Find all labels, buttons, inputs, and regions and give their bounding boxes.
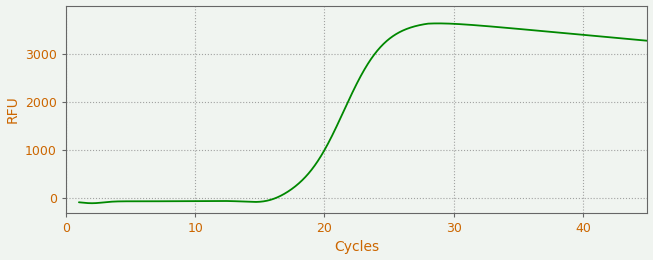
X-axis label: Cycles: Cycles — [334, 240, 379, 255]
Y-axis label: RFU: RFU — [6, 95, 20, 123]
